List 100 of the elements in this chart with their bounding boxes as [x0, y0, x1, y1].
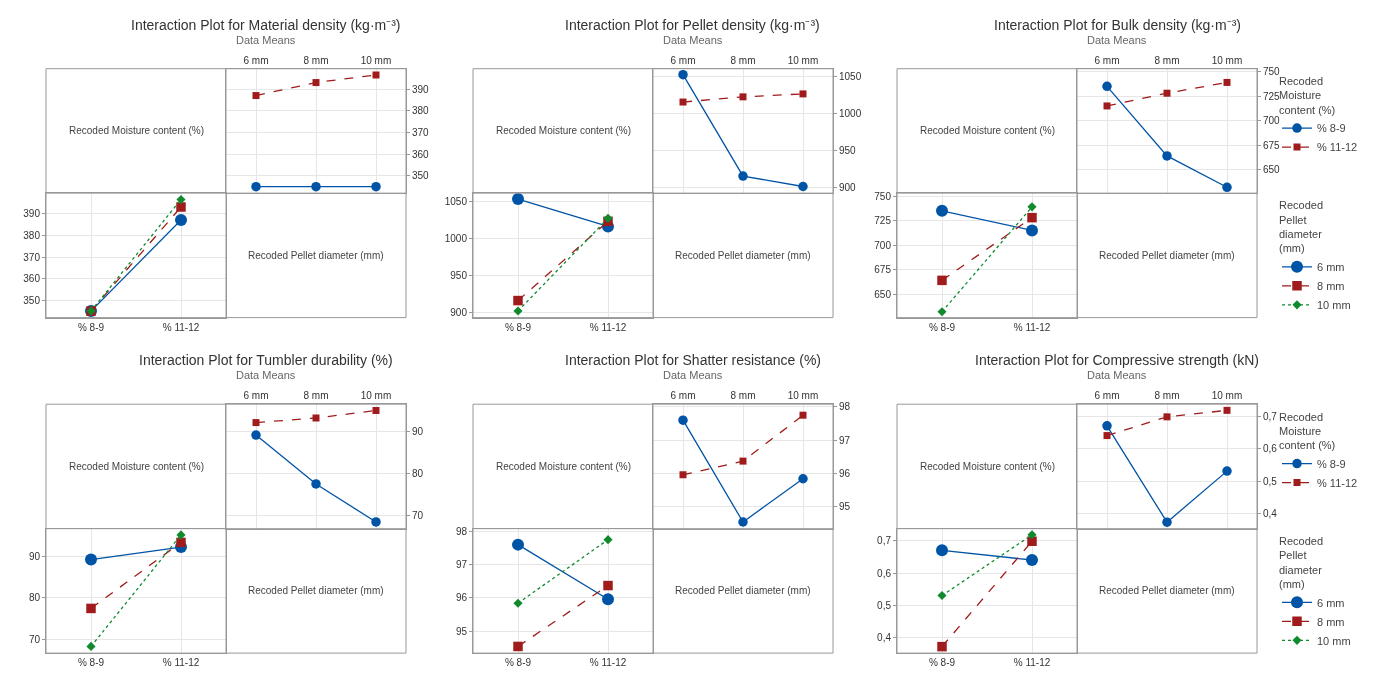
x-tick-label: 8 mm: [1154, 390, 1180, 402]
x-tick-label: % 8-9: [504, 321, 532, 333]
point: [1026, 554, 1038, 566]
point: [1027, 202, 1037, 212]
legend-title: Recoded Moisture content (%): [1279, 410, 1336, 452]
point: [799, 90, 807, 98]
point: [678, 69, 688, 80]
point: [936, 204, 948, 217]
x-tick-label: 8 mm: [730, 390, 756, 402]
point: [937, 591, 947, 601]
y-tick-label: 97: [455, 559, 468, 571]
y-tick-label: 1000: [839, 108, 862, 120]
point: [512, 193, 524, 206]
y-tick-label: 350: [412, 170, 430, 182]
point: [1163, 413, 1171, 421]
chart-title: Interaction Plot for Shatter resistance (%): [565, 352, 821, 368]
x-tick-label: 10 mm: [1211, 54, 1243, 66]
point: [371, 181, 381, 192]
x-axis-title: Recoded Moisture content (%): [496, 461, 632, 472]
point: [603, 580, 613, 591]
point: [1027, 212, 1037, 223]
y-tick-label: 675: [874, 264, 892, 276]
chart-title: Interaction Plot for Tumbler durability (%): [139, 352, 393, 368]
legend-label: % 11-12: [1317, 141, 1358, 154]
y-tick-label: 370: [23, 251, 41, 263]
x-tick-label: 10 mm: [360, 54, 392, 66]
point: [513, 598, 523, 608]
point: [1162, 517, 1172, 527]
point: [603, 213, 613, 223]
x-tick-label: 10 mm: [360, 390, 392, 402]
point: [251, 430, 261, 440]
point: [1102, 421, 1112, 431]
x-axis-title: Recoded Pellet diameter (mm): [248, 585, 384, 596]
legend-label: 8 mm: [1317, 280, 1345, 293]
point: [937, 641, 947, 652]
x-tick-label: % 11-12: [162, 321, 200, 333]
y-tick-label: 90: [412, 426, 424, 438]
point: [738, 171, 748, 181]
point: [371, 517, 381, 527]
y-tick-label: 725: [1263, 90, 1281, 102]
point: [513, 306, 523, 316]
x-axis-title: Recoded Pellet diameter (mm): [675, 250, 811, 261]
point: [176, 202, 186, 212]
x-axis-title: Recoded Pellet diameter (mm): [248, 250, 384, 261]
point: [1026, 224, 1038, 237]
y-tick-label: 70: [412, 509, 424, 521]
x-tick-label: % 11-12: [589, 321, 627, 333]
y-tick-label: 380: [23, 229, 41, 241]
y-tick-label: 1000: [444, 232, 468, 244]
x-axis-title: Recoded Moisture content (%): [920, 125, 1056, 136]
x-tick-label: % 11-12: [589, 657, 627, 669]
y-tick-label: 0,6: [1263, 443, 1278, 455]
x-axis-title: Recoded Pellet diameter (mm): [675, 585, 811, 596]
x-tick-label: % 11-12: [1013, 657, 1051, 669]
point: [937, 275, 947, 286]
y-tick-label: 380: [412, 105, 430, 117]
y-tick-label: 390: [23, 208, 41, 220]
point: [679, 98, 687, 106]
y-tick-label: 350: [23, 294, 41, 306]
legend-label: % 11-12: [1317, 476, 1358, 489]
y-tick-label: 0,7: [1263, 410, 1278, 422]
y-tick-label: 750: [1263, 66, 1281, 78]
chart-title: Interaction Plot for Compressive strength (kN): [975, 352, 1259, 368]
legend-title: Recoded Pellet diameter (mm): [1279, 199, 1324, 255]
point: [1223, 78, 1231, 86]
x-axis-title: Recoded Moisture content (%): [496, 125, 632, 136]
y-tick-label: 725: [874, 215, 892, 227]
point: [798, 181, 808, 192]
point: [1222, 182, 1232, 193]
legend-label: % 8-9: [1317, 457, 1346, 470]
point: [798, 473, 808, 484]
x-tick-label: 8 mm: [303, 390, 329, 402]
point: [1222, 466, 1232, 476]
chart-subtitle: Data Means: [663, 369, 723, 381]
point: [1223, 406, 1231, 414]
chart-title: Interaction Plot for Material density (kg·m⁻³): [131, 17, 401, 33]
y-tick-label: 97: [839, 434, 851, 446]
x-tick-label: 6 mm: [670, 54, 696, 66]
y-tick-label: 95: [839, 501, 851, 513]
point: [937, 307, 947, 317]
point: [678, 415, 688, 425]
y-tick-label: 360: [23, 273, 41, 285]
point: [1103, 432, 1111, 440]
point: [513, 295, 523, 306]
legend-label: 8 mm: [1317, 615, 1345, 628]
point: [512, 538, 524, 551]
y-tick-label: 750: [874, 190, 892, 202]
y-tick-label: 0,4: [877, 632, 892, 644]
point: [739, 93, 747, 101]
chart-title: Interaction Plot for Pellet density (kg·m⁻³): [565, 17, 820, 33]
x-tick-label: 8 mm: [730, 54, 756, 66]
x-tick-label: 10 mm: [787, 54, 819, 66]
x-tick-label: % 8-9: [504, 657, 532, 669]
y-tick-label: 98: [839, 401, 851, 413]
x-axis-title: Recoded Moisture content (%): [69, 125, 205, 136]
x-tick-label: 6 mm: [1094, 390, 1120, 402]
x-tick-label: 6 mm: [243, 390, 269, 402]
point: [175, 213, 187, 226]
y-tick-label: 70: [28, 634, 41, 646]
y-tick-label: 370: [412, 127, 430, 139]
